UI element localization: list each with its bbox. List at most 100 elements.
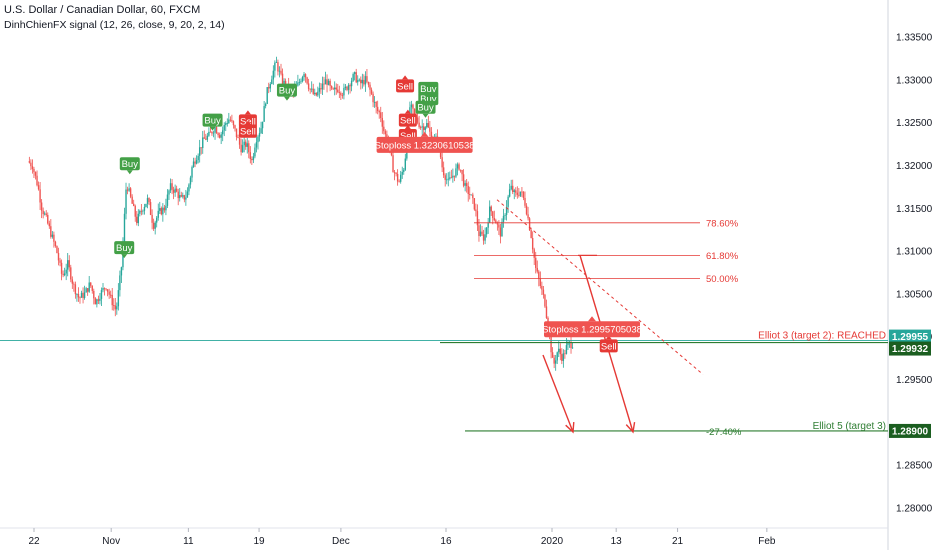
candle-body	[401, 171, 403, 175]
price-tick-label: 1.33000	[896, 75, 932, 86]
candle-body	[152, 222, 155, 229]
candle-body	[120, 267, 123, 276]
candle-body	[383, 126, 385, 132]
price-tag: 1.29955	[889, 329, 931, 344]
candle-body	[306, 77, 308, 84]
candle-body	[34, 171, 37, 176]
candle-body	[461, 170, 463, 175]
signal-badge	[398, 113, 417, 127]
candle-body	[245, 141, 247, 147]
candle-body	[399, 174, 402, 182]
candle-body	[470, 194, 472, 196]
candle-body	[185, 197, 187, 200]
candle-body	[320, 88, 322, 90]
candle-body	[211, 131, 213, 134]
buy-signal: Buy	[119, 157, 140, 175]
candle-body	[45, 213, 47, 215]
signal-label: Buy	[204, 116, 221, 127]
candle-body	[129, 188, 132, 197]
candle-body	[485, 227, 488, 235]
candle-body	[352, 74, 354, 81]
candle-body	[182, 195, 184, 197]
signal-badge	[202, 113, 223, 127]
candle-body	[123, 213, 126, 243]
candle-body	[77, 293, 80, 298]
candle-body	[410, 104, 413, 108]
candle-body	[304, 74, 307, 78]
candle-body	[65, 269, 67, 274]
candle-body	[303, 74, 305, 77]
candle-body	[264, 103, 267, 107]
candle-body	[317, 91, 319, 96]
candle-body	[113, 305, 115, 306]
candle-body	[280, 70, 282, 74]
candle-body	[393, 172, 396, 174]
candle-body	[353, 72, 356, 75]
projection-arrow-head	[625, 422, 636, 434]
candle-body	[186, 191, 189, 198]
price-tick-label: 1.32500	[896, 118, 932, 129]
candle-body	[42, 210, 44, 215]
elliot-annotation: Elliot 5 (target 3)	[813, 421, 886, 432]
candle-body	[223, 125, 225, 131]
signal-badge	[114, 241, 135, 255]
price-tag-text: 1.29955	[892, 332, 929, 343]
candle-body	[94, 298, 97, 305]
candle-body	[456, 164, 459, 169]
candle-body	[531, 237, 534, 250]
candle-body	[502, 215, 505, 222]
candle-body	[321, 83, 324, 90]
signal-label: Buy	[420, 84, 437, 95]
candle-body	[139, 210, 141, 214]
price-tag-text: 1.29932	[892, 344, 929, 355]
candle-body	[126, 189, 129, 191]
candle-body	[338, 92, 341, 93]
fib-level-label: 61.80%	[706, 251, 739, 262]
candle-body	[248, 143, 250, 153]
candle-body	[427, 123, 430, 128]
candle-body	[191, 167, 193, 178]
candle-body	[238, 137, 241, 145]
candle-body	[412, 104, 414, 109]
signal-badge	[418, 81, 439, 95]
candle-body	[105, 288, 107, 290]
price-tag-bg	[889, 341, 931, 356]
candle-body	[179, 195, 181, 199]
signal-pointer	[404, 109, 411, 114]
price-tick-label: 1.28500	[896, 461, 932, 472]
candle-body	[413, 108, 416, 115]
candle-body	[71, 279, 74, 284]
candle-body	[430, 131, 433, 142]
candle-body	[421, 126, 423, 128]
signal-pointer	[283, 96, 290, 101]
fib-level-label: -27.40%	[706, 427, 742, 438]
candle-body	[197, 155, 199, 161]
candle-body	[174, 188, 176, 193]
candle-body	[156, 217, 158, 223]
candle-body	[541, 285, 543, 290]
candle-body	[539, 278, 542, 286]
candle-body	[462, 174, 465, 186]
candle-body	[200, 147, 202, 149]
candle-body	[188, 184, 190, 192]
signal-label: Buy	[116, 243, 133, 254]
candle-body	[90, 282, 92, 286]
candle-body	[343, 87, 345, 96]
signal-label: Sell	[240, 127, 256, 138]
candle-body	[361, 79, 364, 84]
candle-body	[249, 152, 252, 160]
chart-title: U.S. Dollar / Canadian Dollar, 60, FXCM	[4, 4, 201, 16]
candle-body	[88, 282, 90, 292]
candle-body	[358, 79, 360, 81]
candle-body	[217, 133, 219, 136]
signal-label: Buy	[417, 103, 434, 114]
candle-body	[198, 147, 201, 156]
candle-body	[91, 285, 93, 291]
candle-body	[429, 127, 431, 132]
candle-body	[373, 102, 376, 103]
candle-body	[329, 80, 331, 87]
signal-pointer	[402, 75, 409, 80]
candle-body	[168, 190, 170, 195]
candle-body	[516, 192, 519, 195]
